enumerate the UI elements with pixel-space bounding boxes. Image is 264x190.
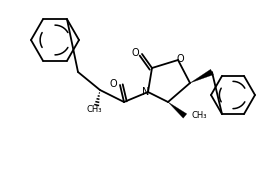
Polygon shape <box>190 69 213 83</box>
Text: CH₃: CH₃ <box>191 112 206 120</box>
Text: O: O <box>131 48 139 58</box>
Text: CH₃: CH₃ <box>86 105 102 114</box>
Text: O: O <box>109 79 117 89</box>
Text: O: O <box>176 54 184 64</box>
Text: N: N <box>142 87 150 97</box>
Polygon shape <box>168 102 187 118</box>
